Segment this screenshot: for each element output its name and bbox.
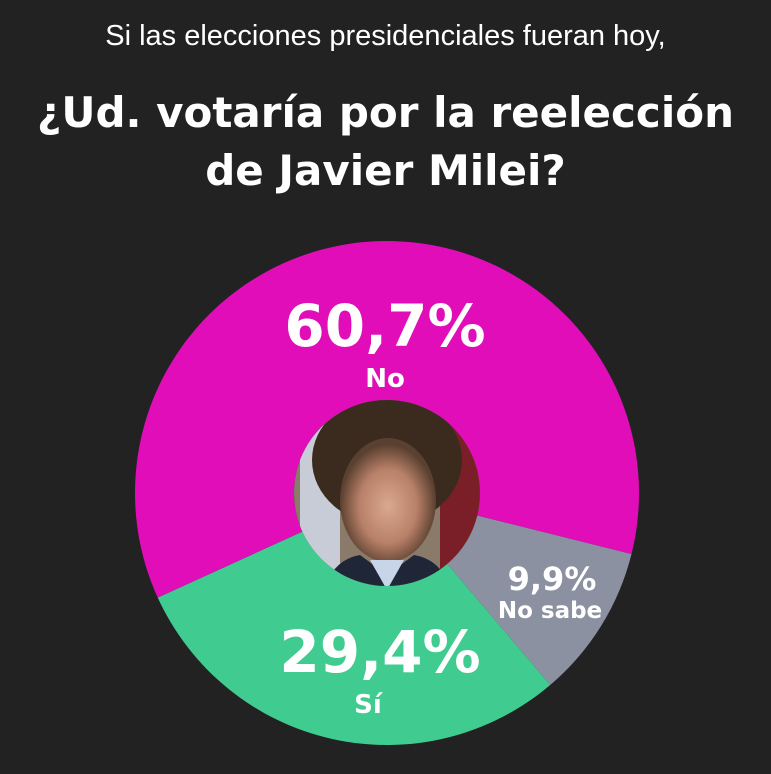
slice-sí: [157, 531, 551, 745]
chart-title-line-2: de Javier Milei?: [205, 146, 566, 195]
slice-label-si-value: 29,4%: [279, 618, 481, 686]
slice-label-no: No: [365, 364, 405, 394]
chart-subtitle: Si las elecciones presidenciales fueran …: [105, 20, 666, 52]
slice-label-no-value: 60,7%: [284, 292, 486, 360]
slice-label-nosabe: No sabe: [497, 598, 603, 624]
slice-label-si: Sí: [354, 690, 382, 720]
slice-no: [134, 241, 639, 598]
slice-label-nosabe-value: 9,9%: [507, 560, 597, 598]
center-portrait: [294, 400, 480, 586]
slice-no-sabe: [447, 515, 632, 686]
chart-title-line-1: ¿Ud. votaría por la reelección: [37, 88, 734, 137]
